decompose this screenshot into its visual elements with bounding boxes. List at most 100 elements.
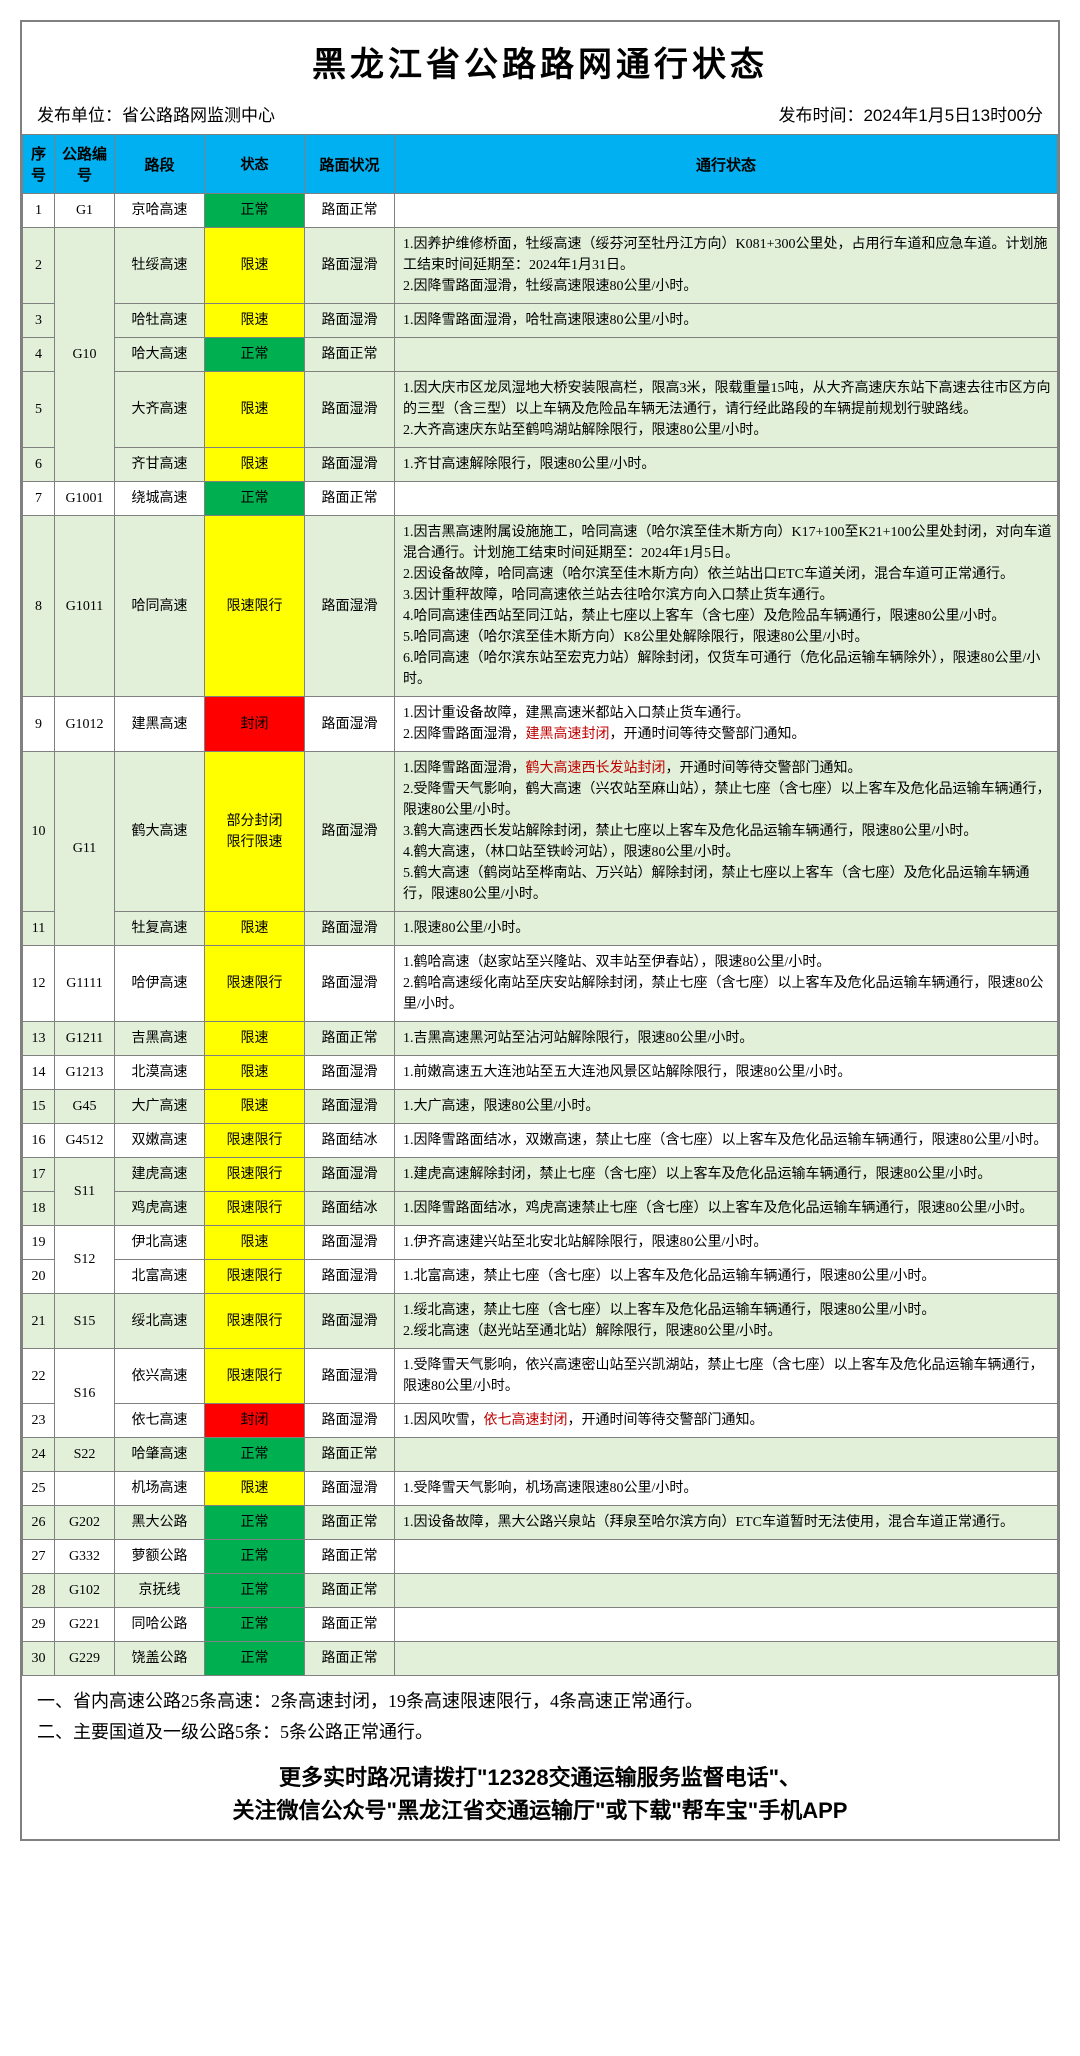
- cell-detail: [395, 482, 1058, 516]
- header-section: 路段: [115, 135, 205, 194]
- publisher-label: 发布单位：省公路路网监测中心: [37, 101, 275, 126]
- cell-status: 封闭: [205, 1404, 305, 1438]
- cell-seq: 21: [23, 1294, 55, 1349]
- page-title: 黑龙江省公路路网通行状态: [22, 22, 1058, 96]
- cell-code: G332: [55, 1540, 115, 1574]
- cell-surface: 路面湿滑: [305, 1158, 395, 1192]
- table-row: 16G4512双嫩高速限速限行路面结冰1.因降雪路面结冰，双嫩高速，禁止七座（含…: [23, 1124, 1058, 1158]
- cell-surface: 路面正常: [305, 482, 395, 516]
- cell-section: 京抚线: [115, 1574, 205, 1608]
- cell-seq: 15: [23, 1090, 55, 1124]
- cell-section: 齐甘高速: [115, 448, 205, 482]
- cell-surface: 路面湿滑: [305, 1226, 395, 1260]
- cell-section: 大齐高速: [115, 372, 205, 448]
- cell-seq: 17: [23, 1158, 55, 1192]
- footer-message: 更多实时路况请拨打"12328交通运输服务监督电话"、 关注微信公众号"黑龙江省…: [22, 1753, 1058, 1839]
- cell-seq: 7: [23, 482, 55, 516]
- cell-seq: 24: [23, 1438, 55, 1472]
- cell-code: G1111: [55, 946, 115, 1022]
- cell-section: 大广高速: [115, 1090, 205, 1124]
- cell-status: 正常: [205, 1506, 305, 1540]
- table-row: 9G1012建黑高速封闭路面湿滑1.因计重设备故障，建黑高速米都站入口禁止货车通…: [23, 697, 1058, 752]
- cell-seq: 23: [23, 1404, 55, 1438]
- table-row: 11牡复高速限速路面湿滑1.限速80公里/小时。: [23, 912, 1058, 946]
- table-row: 5大齐高速限速路面湿滑1.因大庆市区龙凤湿地大桥安装限高栏，限高3米，限载重量1…: [23, 372, 1058, 448]
- cell-section: 绥北高速: [115, 1294, 205, 1349]
- cell-code: G1211: [55, 1022, 115, 1056]
- cell-detail: 1.因降雪路面湿滑，哈牡高速限速80公里/小时。: [395, 304, 1058, 338]
- cell-status: 限速限行: [205, 1294, 305, 1349]
- table-row: 10G11鹤大高速部分封闭限行限速路面湿滑1.因降雪路面湿滑，鹤大高速西长发站封…: [23, 752, 1058, 912]
- meta-row: 发布单位：省公路路网监测中心 发布时间：2024年1月5日13时00分: [22, 96, 1058, 134]
- table-body: 1G1京哈高速正常路面正常2G10牡绥高速限速路面湿滑1.因养护维修桥面，牡绥高…: [23, 194, 1058, 1676]
- table-row: 8G1011哈同高速限速限行路面湿滑1.因吉黑高速附属设施施工，哈同高速（哈尔滨…: [23, 516, 1058, 697]
- cell-detail: [395, 338, 1058, 372]
- cell-detail: 1.因风吹雪，依七高速封闭，开通时间等待交警部门通知。: [395, 1404, 1058, 1438]
- cell-status: 限速: [205, 1056, 305, 1090]
- cell-status: 限速: [205, 372, 305, 448]
- cell-status: 限速: [205, 1472, 305, 1506]
- cell-detail: 1.伊齐高速建兴站至北安北站解除限行，限速80公里/小时。: [395, 1226, 1058, 1260]
- cell-status: 限速: [205, 228, 305, 304]
- cell-status: 限速限行: [205, 516, 305, 697]
- table-row: 6齐甘高速限速路面湿滑1.齐甘高速解除限行，限速80公里/小时。: [23, 448, 1058, 482]
- cell-seq: 10: [23, 752, 55, 912]
- cell-detail: [395, 1438, 1058, 1472]
- cell-surface: 路面湿滑: [305, 697, 395, 752]
- cell-code: G1: [55, 194, 115, 228]
- cell-status: 正常: [205, 1438, 305, 1472]
- cell-seq: 22: [23, 1349, 55, 1404]
- cell-detail: 1.受降雪天气影响，依兴高速密山站至兴凯湖站，禁止七座（含七座）以上客车及危化品…: [395, 1349, 1058, 1404]
- table-row: 18鸡虎高速限速限行路面结冰1.因降雪路面结冰，鸡虎高速禁止七座（含七座）以上客…: [23, 1192, 1058, 1226]
- table-row: 21S15绥北高速限速限行路面湿滑1.绥北高速，禁止七座（含七座）以上客车及危化…: [23, 1294, 1058, 1349]
- cell-status: 正常: [205, 1608, 305, 1642]
- cell-status: 限速限行: [205, 946, 305, 1022]
- cell-seq: 26: [23, 1506, 55, 1540]
- cell-section: 萝额公路: [115, 1540, 205, 1574]
- cell-status: 限速: [205, 912, 305, 946]
- cell-surface: 路面湿滑: [305, 228, 395, 304]
- table-row: 1G1京哈高速正常路面正常: [23, 194, 1058, 228]
- table-header-row: 序号 公路编号 路段 状态 路面状况 通行状态: [23, 135, 1058, 194]
- cell-surface: 路面结冰: [305, 1124, 395, 1158]
- cell-surface: 路面湿滑: [305, 1472, 395, 1506]
- cell-detail: 1.因降雪路面结冰，鸡虎高速禁止七座（含七座）以上客车及危化品运输车辆通行，限速…: [395, 1192, 1058, 1226]
- table-row: 26G202黑大公路正常路面正常1.因设备故障，黑大公路兴泉站（拜泉至哈尔滨方向…: [23, 1506, 1058, 1540]
- cell-section: 北漠高速: [115, 1056, 205, 1090]
- table-row: 7G1001绕城高速正常路面正常: [23, 482, 1058, 516]
- cell-section: 鹤大高速: [115, 752, 205, 912]
- cell-surface: 路面湿滑: [305, 912, 395, 946]
- cell-detail: [395, 1608, 1058, 1642]
- cell-detail: [395, 1574, 1058, 1608]
- cell-surface: 路面湿滑: [305, 946, 395, 1022]
- cell-section: 吉黑高速: [115, 1022, 205, 1056]
- cell-status: 限速: [205, 1090, 305, 1124]
- table-row: 22S16依兴高速限速限行路面湿滑1.受降雪天气影响，依兴高速密山站至兴凯湖站，…: [23, 1349, 1058, 1404]
- cell-detail: 1.因降雪路面结冰，双嫩高速，禁止七座（含七座）以上客车及危化品运输车辆通行，限…: [395, 1124, 1058, 1158]
- cell-seq: 27: [23, 1540, 55, 1574]
- cell-code: G221: [55, 1608, 115, 1642]
- summary-line1: 一、省内高速公路25条高速：2条高速封闭，19条高速限速限行，4条高速正常通行。: [37, 1686, 1043, 1717]
- cell-section: 机场高速: [115, 1472, 205, 1506]
- cell-surface: 路面湿滑: [305, 1404, 395, 1438]
- cell-detail: 1.大广高速，限速80公里/小时。: [395, 1090, 1058, 1124]
- cell-surface: 路面正常: [305, 338, 395, 372]
- table-row: 4哈大高速正常路面正常: [23, 338, 1058, 372]
- cell-surface: 路面正常: [305, 1022, 395, 1056]
- cell-surface: 路面湿滑: [305, 1056, 395, 1090]
- cell-seq: 28: [23, 1574, 55, 1608]
- header-surface: 路面状况: [305, 135, 395, 194]
- cell-seq: 29: [23, 1608, 55, 1642]
- cell-detail: [395, 1540, 1058, 1574]
- cell-section: 哈大高速: [115, 338, 205, 372]
- cell-section: 牡复高速: [115, 912, 205, 946]
- cell-code: S11: [55, 1158, 115, 1226]
- cell-detail: 1.因设备故障，黑大公路兴泉站（拜泉至哈尔滨方向）ETC车道暂时无法使用，混合车…: [395, 1506, 1058, 1540]
- cell-code: S15: [55, 1294, 115, 1349]
- cell-section: 同哈公路: [115, 1608, 205, 1642]
- cell-surface: 路面正常: [305, 1540, 395, 1574]
- cell-status: 限速: [205, 1226, 305, 1260]
- table-row: 2G10牡绥高速限速路面湿滑1.因养护维修桥面，牡绥高速（绥芬河至牡丹江方向）K…: [23, 228, 1058, 304]
- cell-code: G1012: [55, 697, 115, 752]
- cell-section: 建虎高速: [115, 1158, 205, 1192]
